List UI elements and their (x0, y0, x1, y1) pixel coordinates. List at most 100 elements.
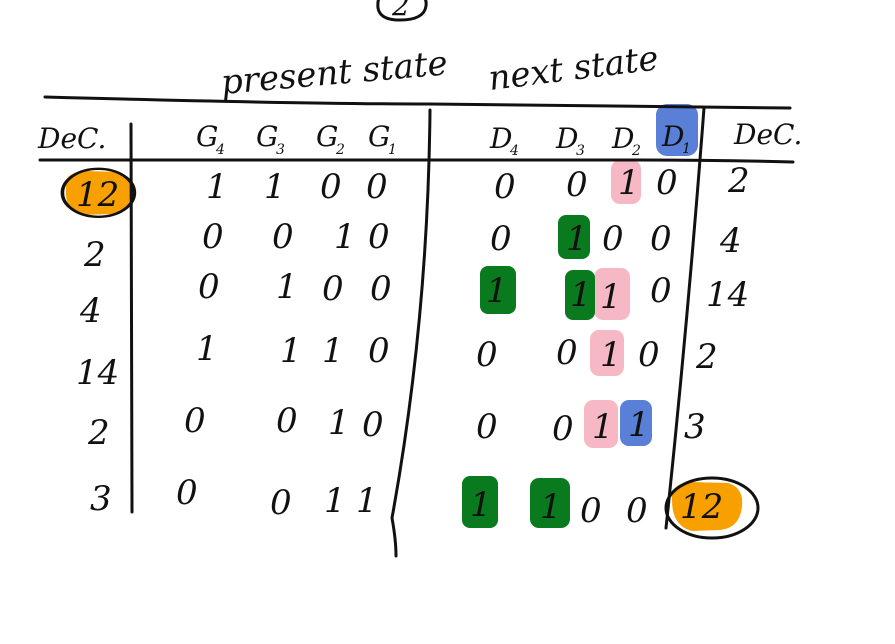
cell-next-dec: 2 (695, 337, 718, 377)
header-dec-right: DeC. (733, 118, 802, 151)
cell-d3: 0 (566, 165, 588, 205)
cell-g2: 0 (322, 269, 344, 309)
cell-next-dec: 2 (727, 161, 750, 201)
header-d3: D (555, 122, 578, 155)
cell-next-dec: 12 (680, 487, 723, 527)
cell-dec: 14 (76, 353, 119, 393)
divider-next-dec (664, 106, 706, 530)
cell-g1: 1 (356, 481, 378, 521)
column-headers: DeC. G 4 G 3 G 2 G 1 D 4 D 3 D 2 D 1 DeC… (37, 118, 802, 159)
cell-d1: 1 (628, 405, 650, 445)
cell-g3: 0 (270, 483, 292, 523)
cell-g1: 0 (366, 167, 388, 207)
highlight-green-row2 (558, 215, 590, 259)
table-row: 4 0 1 0 0 1 1 1 0 14 (79, 267, 749, 331)
cell-d1: 0 (650, 219, 672, 259)
header-g2: G (316, 120, 338, 153)
cell-g3: 0 (276, 401, 298, 441)
table-row: 3 0 0 1 1 1 1 0 0 12 (90, 473, 723, 531)
cell-g4: 0 (184, 401, 206, 441)
cell-dec: 4 (79, 291, 102, 331)
cell-g4: 0 (176, 473, 198, 513)
divider-present-next (390, 108, 432, 558)
cell-d1: 0 (656, 163, 678, 203)
highlight-green-row6-d3 (530, 478, 570, 528)
header-g3-sub: 3 (276, 142, 285, 158)
cell-g4: 1 (196, 329, 218, 369)
header-g4-sub: 4 (215, 142, 225, 158)
cell-d2: 0 (580, 491, 602, 531)
cell-g1: 0 (370, 269, 392, 309)
cell-d4: 0 (476, 335, 498, 375)
cell-d4: 1 (486, 271, 508, 311)
cell-g2: 1 (328, 403, 350, 443)
cell-d3: 0 (552, 409, 574, 449)
cell-g1: 0 (368, 331, 390, 371)
present-state-heading: present state (219, 43, 449, 103)
next-state-heading: next state (486, 38, 660, 99)
highlight-pink-row1 (611, 160, 641, 204)
header-d4: D (489, 122, 512, 155)
cell-dec: 3 (90, 479, 112, 519)
cell-g1: 0 (368, 217, 390, 257)
cell-d2: 1 (618, 163, 640, 203)
highlight-pink-row3 (594, 268, 630, 320)
cell-g4: 0 (202, 217, 224, 257)
highlight-green-row3-d4 (480, 266, 516, 314)
cell-g3: 1 (264, 167, 286, 207)
highlights (65, 104, 743, 531)
cell-g2: 1 (334, 217, 356, 257)
header-g3: G (256, 120, 278, 153)
circle-page-number (376, 0, 428, 22)
cell-next-dec: 4 (719, 221, 742, 261)
header-rule (38, 158, 795, 164)
header-d2-sub: 2 (631, 143, 641, 159)
cell-d4: 0 (476, 407, 498, 447)
cell-next-dec: 3 (684, 407, 706, 447)
table-lines (38, 0, 795, 558)
cell-dec: 2 (83, 235, 106, 275)
header-dec-left: DeC. (37, 122, 106, 155)
cell-d1: 0 (638, 335, 660, 375)
cell-g2: 0 (320, 167, 342, 207)
table-row: 14 1 1 1 0 0 0 1 0 2 (76, 329, 718, 393)
cell-d3: 1 (570, 275, 592, 315)
cell-d2: 1 (592, 407, 614, 447)
cell-g4: 0 (198, 267, 220, 307)
highlight-pink-row4 (590, 330, 624, 376)
cell-dec: 2 (87, 413, 110, 453)
cell-g3: 0 (272, 217, 294, 257)
cell-dec: 12 (76, 175, 119, 215)
cell-d4: 0 (490, 219, 512, 259)
header-g4: G (196, 120, 218, 153)
cell-g2: 1 (322, 331, 344, 371)
cell-g4: 1 (206, 167, 228, 207)
table-row: 2 0 0 1 0 0 1 0 0 4 (83, 217, 742, 275)
cell-d3: 0 (556, 333, 578, 373)
circle-orange-end (664, 476, 760, 540)
highlight-pink-row5 (584, 400, 618, 448)
cell-d4: 1 (470, 485, 492, 525)
highlight-blue-d1-header (656, 104, 698, 156)
top-rule (43, 95, 792, 110)
highlight-green-row3-d3 (565, 270, 595, 320)
header-g1-sub: 1 (388, 142, 397, 158)
cell-d4: 0 (494, 167, 516, 207)
header-d1-sub: 1 (682, 141, 691, 157)
header-d2: D (611, 122, 634, 155)
highlight-green-row6-d4 (462, 476, 498, 528)
page-number: 2 (391, 0, 410, 22)
table-row: 2 0 0 1 0 0 0 1 1 3 (87, 401, 706, 453)
cell-d3: 1 (540, 487, 562, 527)
header-d1: D (661, 120, 684, 153)
cell-d2: 0 (602, 219, 624, 259)
header-d4-sub: 4 (509, 143, 519, 159)
cell-d1: 0 (626, 491, 648, 531)
cell-g3: 1 (280, 331, 302, 371)
cell-d2: 1 (600, 335, 622, 375)
cell-g2: 1 (324, 481, 346, 521)
cell-d1: 0 (650, 271, 672, 311)
cell-d2: 1 (600, 277, 622, 317)
